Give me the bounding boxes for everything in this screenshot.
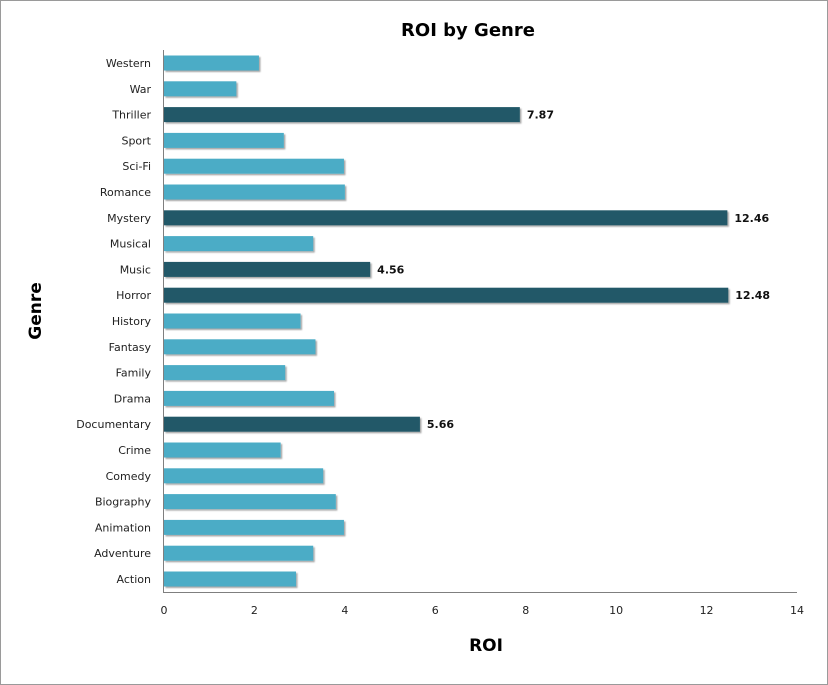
- y-tick-label-romance: Romance: [100, 186, 151, 199]
- y-tick-label-history: History: [112, 315, 152, 328]
- y-tick-label-horror: Horror: [116, 289, 151, 302]
- bar-musical: [164, 236, 314, 252]
- y-tick-label-animation: Animation: [95, 521, 151, 534]
- y-tick-label-documentary: Documentary: [76, 418, 151, 431]
- bar-adventure: [164, 545, 314, 561]
- data-label-documentary: 5.66: [427, 418, 454, 431]
- bar-mystery: [164, 210, 728, 226]
- bar-drama: [164, 390, 335, 406]
- bar-sport: [164, 132, 284, 148]
- bar-history: [164, 313, 301, 329]
- bar-sci-fi: [164, 158, 344, 174]
- x-tick-label-10: 10: [609, 604, 623, 617]
- x-tick-label-6: 6: [432, 604, 439, 617]
- y-tick-label-music: Music: [120, 263, 151, 276]
- x-tick-label-2: 2: [251, 604, 258, 617]
- data-label-music: 4.56: [377, 263, 404, 276]
- y-tick-label-musical: Musical: [110, 238, 151, 251]
- bar-comedy: [164, 468, 324, 484]
- y-tick-label-comedy: Comedy: [106, 470, 152, 483]
- bar-romance: [164, 184, 345, 200]
- bar-war: [164, 81, 237, 97]
- data-label-thriller: 7.87: [527, 109, 554, 122]
- bar-western: [164, 55, 259, 71]
- bar-crime: [164, 442, 281, 458]
- data-label-horror: 12.48: [735, 289, 770, 302]
- y-tick-label-action: Action: [117, 573, 151, 586]
- bar-documentary: [164, 416, 420, 432]
- x-axis-label: ROI: [469, 636, 503, 656]
- y-tick-label-sci-fi: Sci-Fi: [122, 160, 151, 173]
- bar-biography: [164, 494, 336, 510]
- chart-title: ROI by Genre: [401, 20, 535, 41]
- y-tick-label-war: War: [130, 83, 152, 96]
- y-tick-label-western: Western: [106, 57, 151, 70]
- bar-fantasy: [164, 339, 316, 355]
- y-tick-label-family: Family: [116, 367, 152, 380]
- y-tick-label-sport: Sport: [121, 134, 151, 147]
- y-tick-label-fantasy: Fantasy: [109, 341, 152, 354]
- bar-animation: [164, 519, 344, 535]
- y-tick-label-adventure: Adventure: [94, 547, 151, 560]
- bar-horror: [164, 287, 729, 303]
- bar-action: [164, 571, 297, 587]
- bar-thriller: [164, 107, 520, 123]
- y-tick-label-biography: Biography: [95, 496, 152, 509]
- y-tick-label-mystery: Mystery: [107, 212, 151, 225]
- x-tick-label-14: 14: [790, 604, 804, 617]
- bar-family: [164, 365, 286, 381]
- x-tick-label-8: 8: [522, 604, 529, 617]
- y-tick-label-crime: Crime: [118, 444, 151, 457]
- y-tick-label-drama: Drama: [114, 392, 151, 405]
- data-label-mystery: 12.46: [734, 212, 769, 225]
- y-tick-label-thriller: Thriller: [111, 109, 151, 122]
- x-tick-label-0: 0: [161, 604, 168, 617]
- x-tick-label-12: 12: [700, 604, 714, 617]
- bar-music: [164, 261, 371, 277]
- x-tick-label-4: 4: [341, 604, 348, 617]
